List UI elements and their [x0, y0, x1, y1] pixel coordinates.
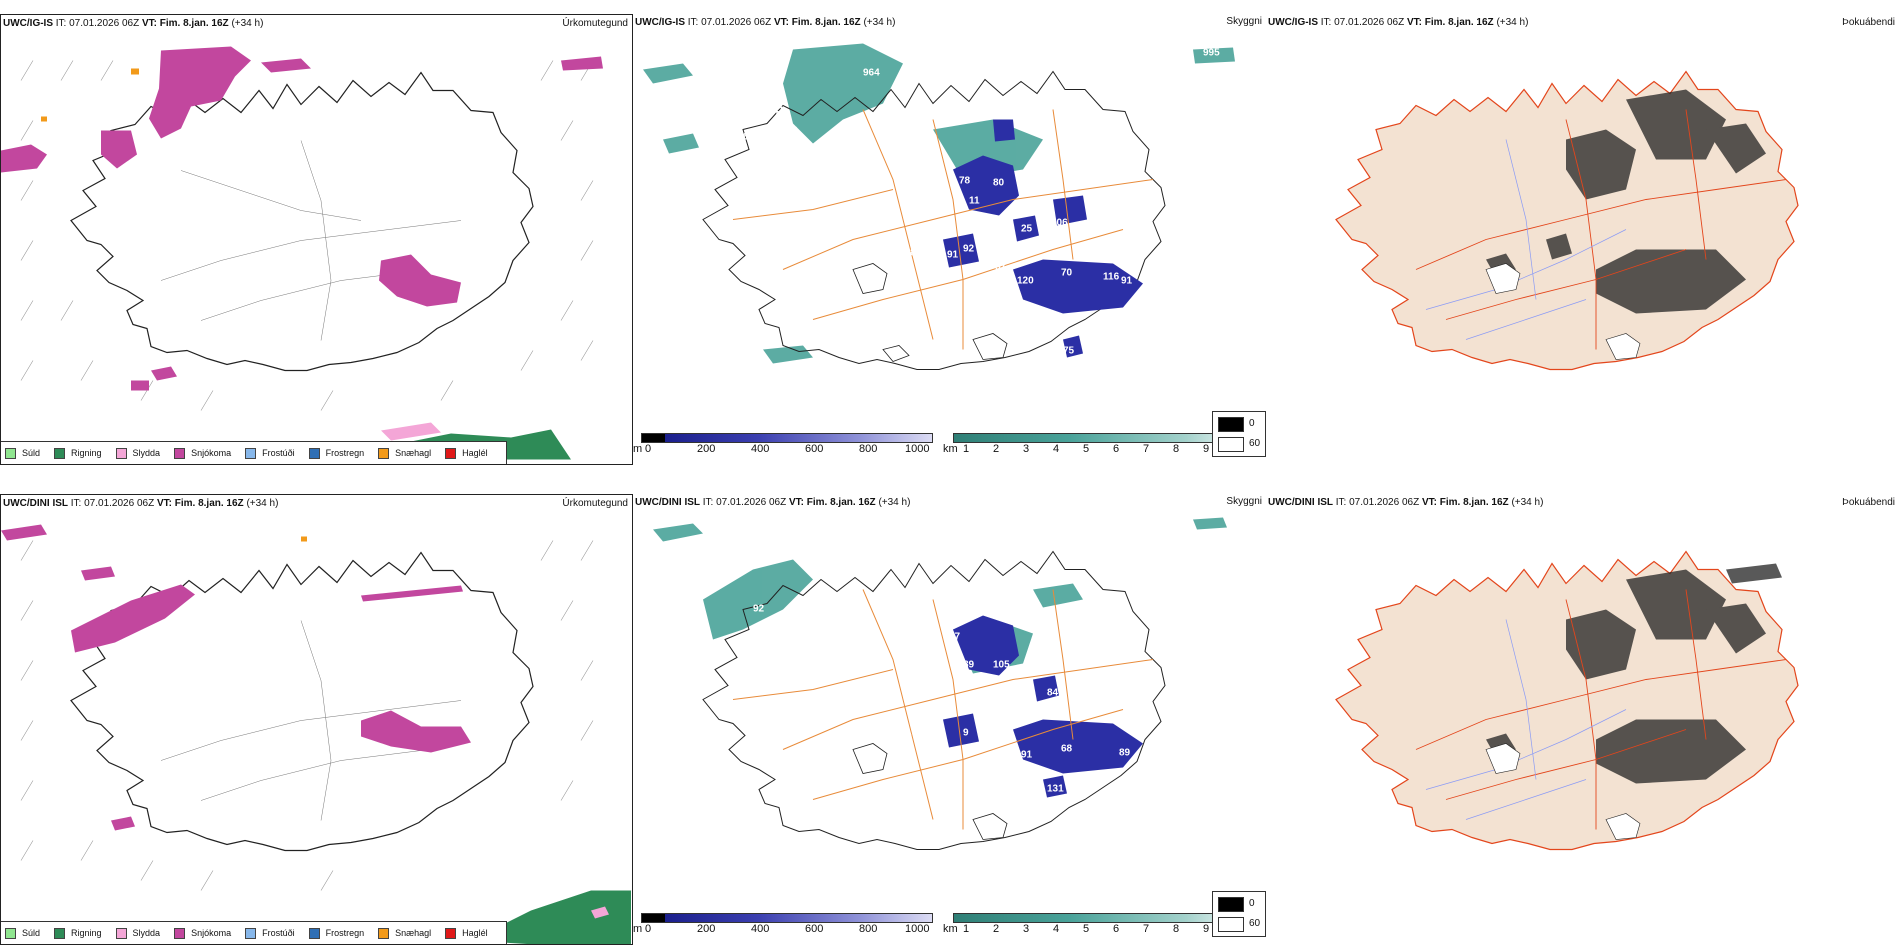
- precip-map-bottom: [1, 524, 631, 944]
- precip-legend-bottom: Súld Rigning Slydda Snjókoma Frostúði Fr…: [1, 921, 507, 944]
- cloud-title-top: Skyggni: [1226, 16, 1262, 27]
- cloud-value-top: 92: [963, 244, 975, 255]
- cloud-value-top: 57: [995, 262, 1007, 273]
- legend-item-haglel: Haglél: [445, 927, 488, 939]
- precip-legend-top: Súld Rigning Slydda Snjókoma Frostúði Fr…: [1, 441, 507, 464]
- legend-item-frostudi: Frostúði: [245, 447, 295, 459]
- header-top-fog: UWC/IG-IS IT: 07.01.2026 06Z VT: Fim. 8.…: [1268, 17, 1529, 28]
- cloud-value-top: 576: [781, 126, 798, 137]
- cloud-map-top: 964 63 41 576 78 80 11 25 106 91 92 57 1…: [643, 43, 1235, 370]
- cloud-value-top: 78: [959, 176, 971, 187]
- fog-panel-bottom: UWC/DINI ISL IT: 07.01.2026 06Z VT: Fim.…: [1266, 494, 1899, 945]
- cloud-value-bottom: 131: [1047, 784, 1064, 795]
- fog-title-top: Þokuábendi: [1842, 17, 1895, 28]
- colorbar-m-bottom: m 0 200 400 600 800 1000: [633, 913, 933, 939]
- header-top-precip: UWC/IG-IS IT: 07.01.2026 06Z VT: Fim. 8.…: [3, 18, 264, 29]
- cloud-panel-bottom: UWC/DINI ISL IT: 07.01.2026 06Z VT: Fim.…: [633, 494, 1266, 945]
- cloud-value-bottom: 87: [949, 632, 961, 643]
- precip-map-top: [1, 46, 603, 460]
- cloud-value-top: 41: [773, 106, 785, 117]
- legend-item-haglel: Haglél: [445, 447, 488, 459]
- cloud-value-top: 25: [1021, 224, 1033, 235]
- cloud-value-bottom: 58: [1041, 706, 1053, 717]
- snow-areas-top: [1, 46, 603, 391]
- legend-item-suld: Súld: [5, 927, 40, 939]
- cloud-value-top: 106: [1051, 218, 1068, 229]
- fog-panel-top: UWC/IG-IS IT: 07.01.2026 06Z VT: Fim. 8.…: [1266, 14, 1899, 465]
- cloud-value-top: 995: [1203, 48, 1220, 59]
- fog-map-bottom: [1335, 550, 1799, 851]
- header-bottom-fog: UWC/DINI ISL IT: 07.01.2026 06Z VT: Fim.…: [1268, 497, 1544, 508]
- legend-item-slydda: Slydda: [115, 447, 160, 459]
- legend-item-rigning: Rigning: [54, 447, 102, 459]
- header-bottom-precip: UWC/DINI ISL IT: 07.01.2026 06Z VT: Fim.…: [3, 498, 279, 509]
- colorbar-km-bottom: km 1 2 3 4 5 6 7 8 9 10: [943, 913, 1245, 939]
- colorbar-km-top: km 1 2 3 4 5 6 7 8 9 10: [943, 433, 1245, 459]
- precip-panel-bottom: UWC/DINI ISL IT: 07.01.2026 06Z VT: Fim.…: [0, 494, 633, 945]
- cloud-value-bottom: 68: [1061, 744, 1073, 755]
- precip-panel-top: UWC/IG-IS IT: 07.01.2026 06Z VT: Fim. 8.…: [0, 14, 633, 465]
- cloud-value-bottom: 38: [989, 686, 1001, 697]
- fog-legend-top: 0 60: [1212, 411, 1266, 457]
- cloud-value-bottom: 92: [753, 604, 765, 615]
- header-top-cloud: UWC/IG-IS IT: 07.01.2026 06Z VT: Fim. 8.…: [635, 17, 896, 28]
- fog-map-top: [1335, 70, 1799, 371]
- legend-item-snjokoma: Snjókoma: [174, 447, 231, 459]
- cloud-title-bottom: Skyggni: [1226, 496, 1262, 507]
- fog-legend-bottom: 0 60: [1212, 891, 1266, 937]
- fog-title-bottom: Þokuábendi: [1842, 497, 1895, 508]
- legend-item-snaehagl: Snæhagl: [378, 447, 431, 459]
- legend-item-frostregn: Frostregn: [308, 927, 364, 939]
- cloud-value-bottom: 105: [993, 660, 1010, 671]
- cloud-value-top: 75: [1063, 346, 1075, 357]
- legend-item-slydda: Slydda: [115, 927, 160, 939]
- cloud-value-top: 91: [947, 250, 959, 261]
- cloud-value-top: 44: [1031, 240, 1043, 251]
- legend-item-suld: Súld: [5, 447, 40, 459]
- snow-areas-bottom: [1, 524, 471, 831]
- cloud-value-bottom: 132: [895, 732, 912, 743]
- cloud-value-top: 964: [863, 68, 880, 79]
- cloud-value-top: 70: [1061, 268, 1073, 279]
- cloud-value-top: 116: [1103, 272, 1120, 283]
- cloud-value-bottom: 89: [963, 660, 975, 671]
- cloud-map-bottom: 92 87 89 105 84 9 91 68 89 131 132 38 58: [653, 517, 1227, 850]
- cloud-value-top: 80: [993, 178, 1005, 189]
- cloud-value-top: 120: [1017, 276, 1034, 287]
- precip-title-top: Úrkomutegund: [562, 18, 628, 29]
- legend-item-snaehagl: Snæhagl: [378, 927, 431, 939]
- precip-title-bottom: Úrkomutegund: [562, 498, 628, 509]
- cloud-value-bottom: 91: [1021, 750, 1033, 761]
- cloud-value-bottom: 9: [963, 728, 969, 739]
- cloud-value-top: 63: [743, 132, 755, 143]
- legend-item-rigning: Rigning: [54, 927, 102, 939]
- cloud-value-top: 138: [899, 248, 916, 259]
- legend-item-frostregn: Frostregn: [308, 447, 364, 459]
- header-bottom-cloud: UWC/DINI ISL IT: 07.01.2026 06Z VT: Fim.…: [635, 497, 911, 508]
- colorbar-m-top: m 0 200 400 600 800 1000: [633, 433, 933, 459]
- cloud-value-bottom: 89: [1119, 748, 1131, 759]
- legend-item-frostudi: Frostúði: [245, 927, 295, 939]
- legend-item-snjokoma: Snjókoma: [174, 927, 231, 939]
- cloud-value-bottom: 84: [1047, 688, 1059, 699]
- cloud-panel-top: UWC/IG-IS IT: 07.01.2026 06Z VT: Fim. 8.…: [633, 14, 1266, 465]
- cloud-value-top: 11: [969, 196, 980, 207]
- cloud-value-top: 91: [1121, 276, 1133, 287]
